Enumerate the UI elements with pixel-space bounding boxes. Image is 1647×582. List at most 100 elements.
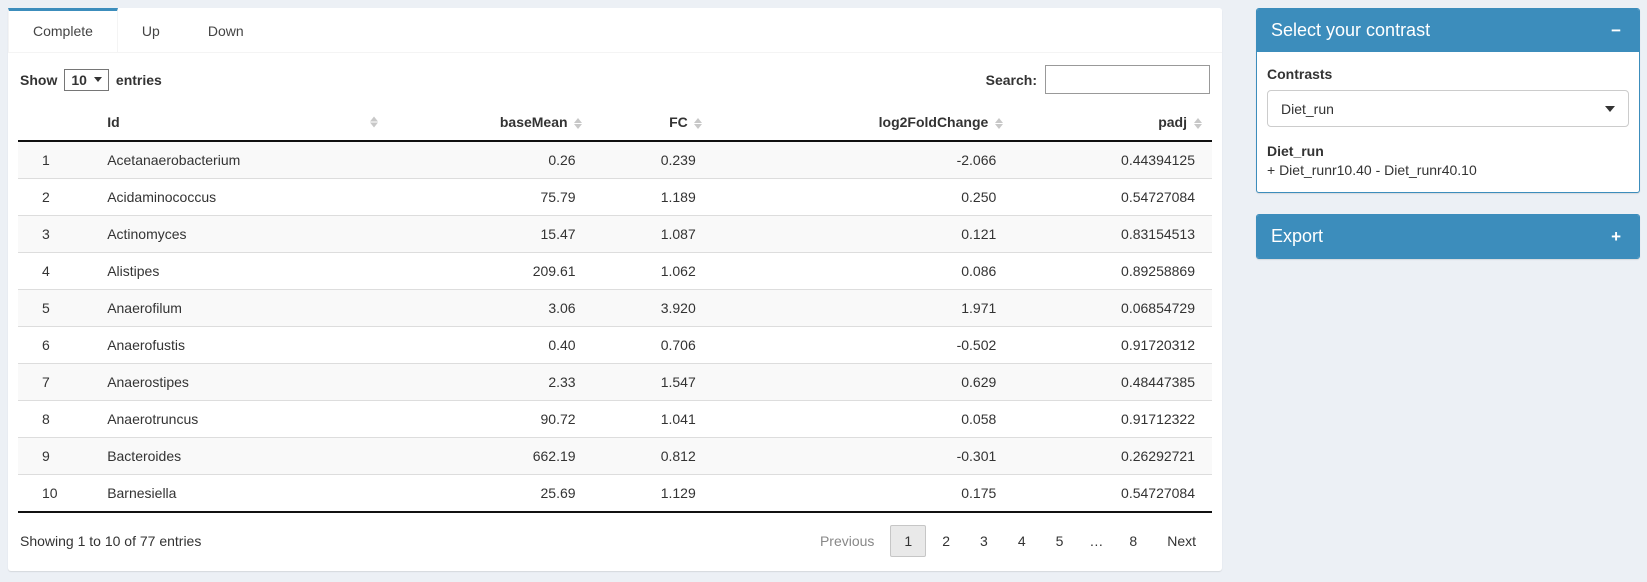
sidebar-column: Select your contrast − Contrasts Diet_ru…: [1256, 8, 1640, 280]
tab-complete[interactable]: Complete: [8, 8, 118, 52]
column-label: log2FoldChange: [878, 114, 989, 130]
cell-padj: 0.44394125: [1121, 152, 1195, 168]
column-header-padj[interactable]: padj: [1013, 104, 1212, 142]
table-row: 5 Anaerofilum 3.06 3.920 1.971 0.06854729: [18, 289, 1212, 327]
cell-num: 5: [18, 289, 84, 327]
export-panel-title: Export: [1271, 226, 1324, 246]
export-panel-header: Export +: [1257, 215, 1639, 258]
tab-down[interactable]: Down: [207, 23, 244, 39]
sort-icon: [574, 117, 583, 130]
cell-baseMean: 15.47: [388, 215, 593, 253]
cell-padj: 0.83154513: [1013, 215, 1212, 253]
pagination-page-3[interactable]: 3: [980, 533, 988, 549]
column-header-rownum: [18, 104, 84, 142]
cell-num: 8: [18, 400, 84, 438]
cell-log2fc: 0.121: [712, 215, 1014, 253]
pagination-next[interactable]: Next: [1167, 533, 1196, 549]
cell-fc: 1.041: [592, 400, 713, 438]
pagination-ellipsis: …: [1089, 533, 1104, 549]
contrast-panel-header: Select your contrast −: [1257, 9, 1639, 52]
table-row: 2 Acidaminococcus 75.79 1.189 0.250 0.5472708…: [18, 178, 1212, 216]
cell-fc: 3.920: [592, 289, 713, 327]
search-input[interactable]: [1045, 65, 1210, 94]
cell-log2fc: 0.629: [712, 363, 1014, 401]
cell-fc: 0.812: [592, 437, 713, 475]
page-length-value: 10: [71, 71, 87, 88]
contrast-detail-name: Diet_run: [1267, 143, 1324, 159]
sort-icon: [994, 117, 1003, 130]
contrasts-label: Contrasts: [1267, 66, 1333, 82]
tab-content: Show 10 entries Search: Id baseMean FC log2…: [8, 53, 1222, 571]
cell-id: Barnesiella: [83, 474, 389, 512]
cell-num: 7: [18, 363, 84, 401]
cell-fc: 1.129: [592, 474, 713, 512]
cell-fc: 1.189: [592, 178, 713, 216]
cell-baseMean: 90.72: [388, 400, 593, 438]
table-row: 6 Anaerofustis 0.40 0.706 -0.502 0.91720312: [18, 326, 1212, 364]
results-panel: Complete Up Down Show 10 entries Search:: [8, 8, 1222, 571]
cell-fc: 0.706: [592, 326, 713, 364]
column-label: FC: [669, 114, 688, 130]
cell-padj: 0.91720312: [1013, 326, 1212, 364]
cell-id: Anaerofilum: [83, 289, 389, 327]
expand-plus-icon[interactable]: +: [1607, 226, 1625, 247]
cell-baseMean: 75.79: [388, 178, 593, 216]
pagination-page-4[interactable]: 4: [1017, 533, 1026, 549]
pagination: Previous 1 2 3 4 5 … 8 Next: [804, 525, 1210, 557]
cell-baseMean: 209.61: [388, 252, 593, 290]
cell-id: Anaerostipes: [83, 363, 389, 401]
pagination-previous[interactable]: Previous: [819, 533, 875, 549]
column-header-basemean[interactable]: baseMean: [388, 104, 593, 142]
contrast-select[interactable]: Diet_run: [1267, 90, 1629, 127]
table-info: Showing 1 to 10 of 77 entries: [20, 533, 202, 549]
tab-bar: Complete Up Down: [8, 8, 1222, 53]
pagination-page-2[interactable]: 2: [942, 533, 951, 549]
cell-num: 10: [18, 474, 84, 512]
table-row: 10 Barnesiella 25.69 1.129 0.175 0.54727084: [18, 474, 1212, 512]
cell-id: Anaerofustis: [83, 326, 389, 364]
chevron-down-icon: [1605, 105, 1615, 112]
pagination-page-8[interactable]: 8: [1129, 533, 1138, 549]
column-label: padj: [1158, 114, 1187, 130]
column-header-log2fc[interactable]: log2FoldChange: [712, 104, 1014, 142]
cell-log2fc: 1.971: [712, 289, 1014, 327]
cell-padj: 0.91712322: [1013, 400, 1212, 438]
cell-padj: 0.48447385: [1013, 363, 1212, 401]
cell-id: Acetanaerobacterium: [107, 152, 241, 168]
table-row: 8 Anaerotruncus 90.72 1.041 0.058 0.91712322: [18, 400, 1212, 438]
cell-id: Bacteroides: [83, 437, 389, 475]
chevron-down-icon: [93, 77, 102, 82]
cell-padj: 0.89258869: [1013, 252, 1212, 290]
cell-num: 4: [18, 252, 84, 290]
cell-baseMean: 662.19: [388, 437, 593, 475]
column-label: baseMean: [499, 114, 568, 130]
cell-log2fc: -0.301: [712, 437, 1014, 475]
cell-padj: 0.54727084: [1013, 474, 1212, 512]
cell-log2fc: 0.086: [712, 252, 1014, 290]
cell-log2fc: 0.058: [712, 400, 1014, 438]
search-label: Search:: [985, 71, 1037, 88]
tab-up[interactable]: Up: [141, 23, 160, 39]
sort-icon: [694, 117, 703, 130]
cell-id: Anaerotruncus: [83, 400, 389, 438]
cell-fc: 1.062: [592, 252, 713, 290]
column-header-fc[interactable]: FC: [592, 104, 713, 142]
column-label: Id: [107, 114, 120, 130]
contrast-panel: Select your contrast − Contrasts Diet_ru…: [1256, 8, 1640, 193]
contrast-panel-body: Contrasts Diet_run Diet_run + Diet_runr1…: [1257, 52, 1639, 192]
collapse-minus-icon[interactable]: −: [1607, 20, 1625, 41]
page-length-select[interactable]: 10: [64, 68, 109, 91]
table-header-row: Id baseMean FC log2FoldChange padj: [18, 104, 1212, 142]
table-row: 4 Alistipes 209.61 1.062 0.086 0.89258869: [18, 252, 1212, 290]
cell-fc: 0.239: [660, 152, 696, 168]
pagination-page-5[interactable]: 5: [1055, 533, 1064, 549]
cell-id: Acidaminococcus: [83, 178, 389, 216]
contrast-panel-title: Select your contrast: [1271, 20, 1431, 40]
column-header-id[interactable]: Id: [83, 104, 389, 142]
table-row: 7 Anaerostipes 2.33 1.547 0.629 0.48447385: [18, 363, 1212, 401]
cell-num: 3: [18, 215, 84, 253]
cell-fc: 1.087: [592, 215, 713, 253]
table-footer: Showing 1 to 10 of 77 entries Previous 1 2…: [18, 513, 1212, 557]
pagination-page-1[interactable]: 1: [890, 525, 927, 557]
